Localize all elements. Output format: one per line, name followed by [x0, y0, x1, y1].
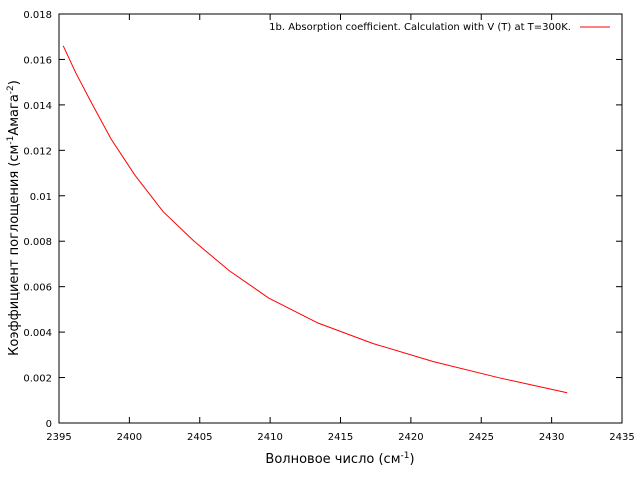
tick-labels: 2395 2400 2405 2410 2415 2420 2425 2430 2435 0 0.0…	[23, 10, 634, 443]
y-tick-label: 0	[46, 419, 52, 430]
y-tick-label: 0.016	[23, 55, 52, 66]
x-tick-label: 2420	[398, 432, 423, 443]
x-tick-label: 2435	[609, 432, 634, 443]
y-tick-label: 0.014	[23, 101, 52, 112]
x-axis-title: Волновое число (см-1)	[265, 451, 414, 467]
x-tick-label: 2405	[187, 432, 212, 443]
legend-label: 1b. Absorption coefficient. Calculation …	[269, 22, 571, 33]
legend: 1b. Absorption coefficient. Calculation …	[269, 22, 610, 33]
x-tick-label: 2425	[469, 432, 494, 443]
y-tick-label: 0.018	[23, 10, 52, 21]
x-tick-label: 2410	[257, 432, 282, 443]
axis-ticks	[58, 13, 623, 424]
y-tick-label: 0.006	[23, 283, 52, 294]
y-tick-label: 0.008	[23, 237, 52, 248]
y-axis-title: Коэффициент поглощения (см-1Амага-2)	[6, 80, 22, 356]
series-layer	[62, 45, 568, 394]
y-tick-label: 0.002	[23, 374, 52, 385]
y-tick-label: 0.012	[23, 146, 52, 157]
series-line	[62, 45, 568, 394]
x-tick-label: 2430	[539, 432, 564, 443]
x-tick-label: 2395	[46, 432, 71, 443]
y-tick-label: 0.004	[23, 328, 52, 339]
x-tick-label: 2415	[328, 432, 353, 443]
x-tick-label: 2400	[117, 432, 142, 443]
plot-frame	[58, 13, 623, 424]
y-tick-label: 0.01	[30, 192, 52, 203]
